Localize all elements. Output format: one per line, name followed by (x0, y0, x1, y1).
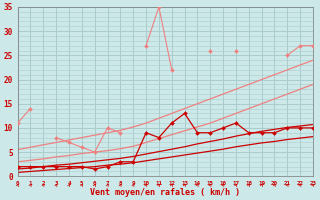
X-axis label: Vent moyen/en rafales ( km/h ): Vent moyen/en rafales ( km/h ) (90, 188, 240, 197)
